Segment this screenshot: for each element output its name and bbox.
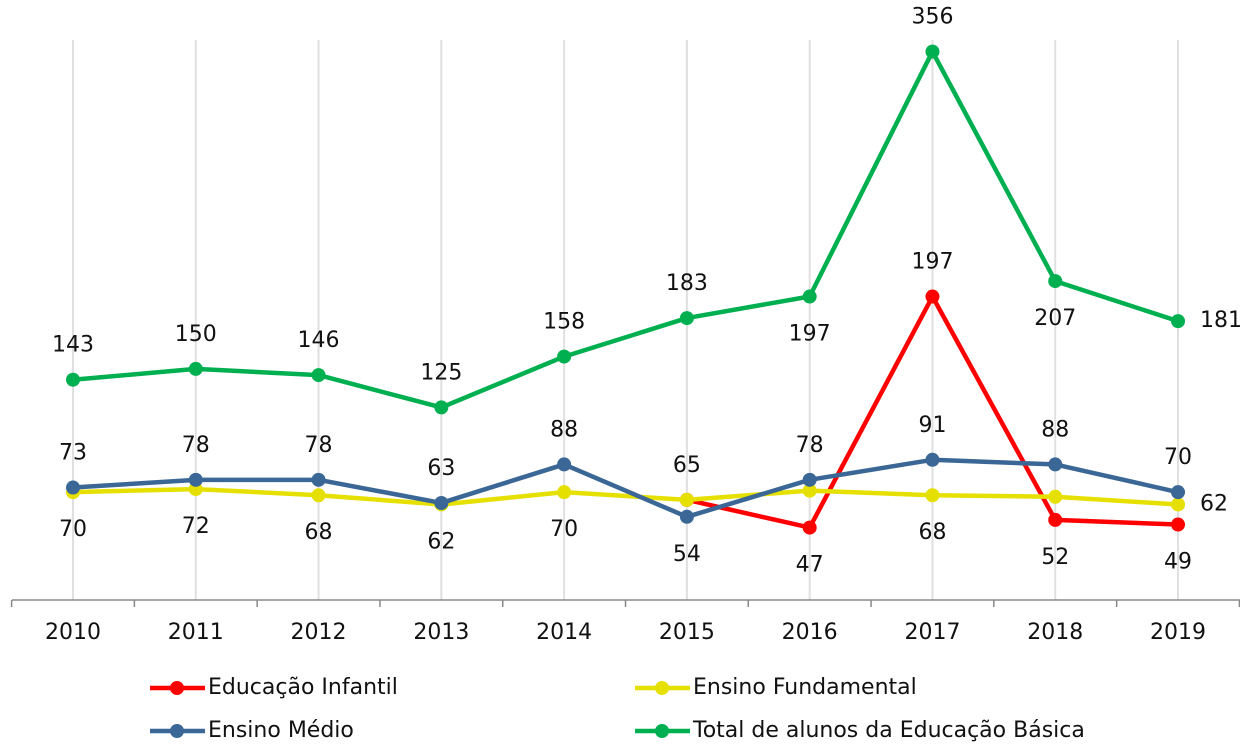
- point: [1171, 517, 1186, 532]
- data-label: 125: [420, 360, 462, 385]
- legend-marker: [655, 681, 669, 695]
- x-tick-label: 2019: [1150, 620, 1206, 645]
- data-label: 158: [543, 310, 585, 335]
- legend-label: Ensino Médio: [208, 718, 354, 743]
- x-tick-label: 2014: [536, 620, 592, 645]
- point: [679, 311, 694, 326]
- point: [925, 44, 940, 59]
- point: [679, 509, 694, 524]
- data-label: 62: [427, 529, 455, 554]
- point: [1048, 457, 1063, 472]
- point: [557, 349, 572, 364]
- point: [66, 372, 80, 387]
- data-label: 356: [911, 5, 953, 30]
- point: [1171, 497, 1186, 512]
- point: [188, 361, 203, 376]
- x-tick-label: 2016: [782, 620, 838, 645]
- point: [311, 488, 326, 503]
- point: [679, 492, 694, 507]
- data-label: 78: [182, 433, 210, 458]
- series-line: [72, 49, 1179, 410]
- legend-label: Total de alunos da Educação Básica: [692, 718, 1085, 743]
- x-tick-label: 2017: [904, 620, 960, 645]
- data-label: 63: [427, 456, 455, 481]
- data-label: 70: [1164, 445, 1192, 470]
- data-label: 197: [789, 322, 831, 347]
- x-tick-label: 2011: [168, 620, 224, 645]
- data-label: 68: [305, 520, 333, 545]
- x-tick-label: 2015: [659, 620, 715, 645]
- point: [802, 483, 817, 498]
- point: [1048, 274, 1063, 289]
- point: [802, 520, 817, 535]
- data-label: 183: [666, 271, 708, 296]
- series-line: [72, 457, 1179, 520]
- data-label: 52: [1041, 545, 1069, 570]
- data-label: 68: [918, 520, 946, 545]
- data-label: 146: [298, 328, 340, 353]
- legend-label: Educação Infantil: [208, 675, 398, 700]
- data-label: 72: [182, 514, 210, 539]
- data-label: 150: [175, 322, 217, 347]
- point: [557, 457, 572, 472]
- point: [188, 472, 203, 487]
- data-label: 62: [1200, 491, 1228, 516]
- data-label: 91: [918, 413, 946, 438]
- point: [925, 488, 940, 503]
- point: [1171, 314, 1186, 329]
- point: [311, 368, 326, 383]
- data-label: 65: [673, 453, 701, 478]
- legend-marker: [655, 724, 669, 738]
- point: [802, 289, 817, 304]
- point: [1048, 489, 1063, 504]
- data-label: 70: [59, 517, 87, 542]
- x-tick-label: 2010: [45, 620, 101, 645]
- point: [557, 485, 572, 500]
- data-label: 207: [1034, 306, 1076, 331]
- data-label: 47: [796, 553, 824, 578]
- legend-marker: [170, 724, 184, 738]
- point: [66, 480, 80, 495]
- data-label: 181: [1200, 308, 1240, 333]
- data-label: 88: [550, 417, 578, 442]
- x-tick-label: 2013: [413, 620, 469, 645]
- legend-label: Ensino Fundamental: [693, 675, 917, 700]
- point: [925, 452, 940, 467]
- data-label: 49: [1164, 550, 1192, 575]
- data-label: 143: [52, 333, 94, 358]
- point: [1171, 485, 1186, 500]
- point: [1048, 512, 1063, 527]
- data-label: 78: [796, 433, 824, 458]
- series-line: [72, 486, 1179, 507]
- data-label: 73: [59, 441, 87, 466]
- x-tick-label: 2012: [291, 620, 347, 645]
- point: [434, 400, 449, 415]
- data-label: 70: [550, 517, 578, 542]
- point: [925, 289, 940, 304]
- point: [311, 472, 326, 487]
- data-label: 197: [911, 250, 953, 275]
- data-label: 88: [1041, 417, 1069, 442]
- legend-marker: [170, 681, 184, 695]
- point: [802, 472, 817, 487]
- x-tick-label: 2018: [1027, 620, 1083, 645]
- point: [434, 495, 449, 510]
- data-label: 54: [673, 542, 701, 567]
- data-label: 78: [305, 433, 333, 458]
